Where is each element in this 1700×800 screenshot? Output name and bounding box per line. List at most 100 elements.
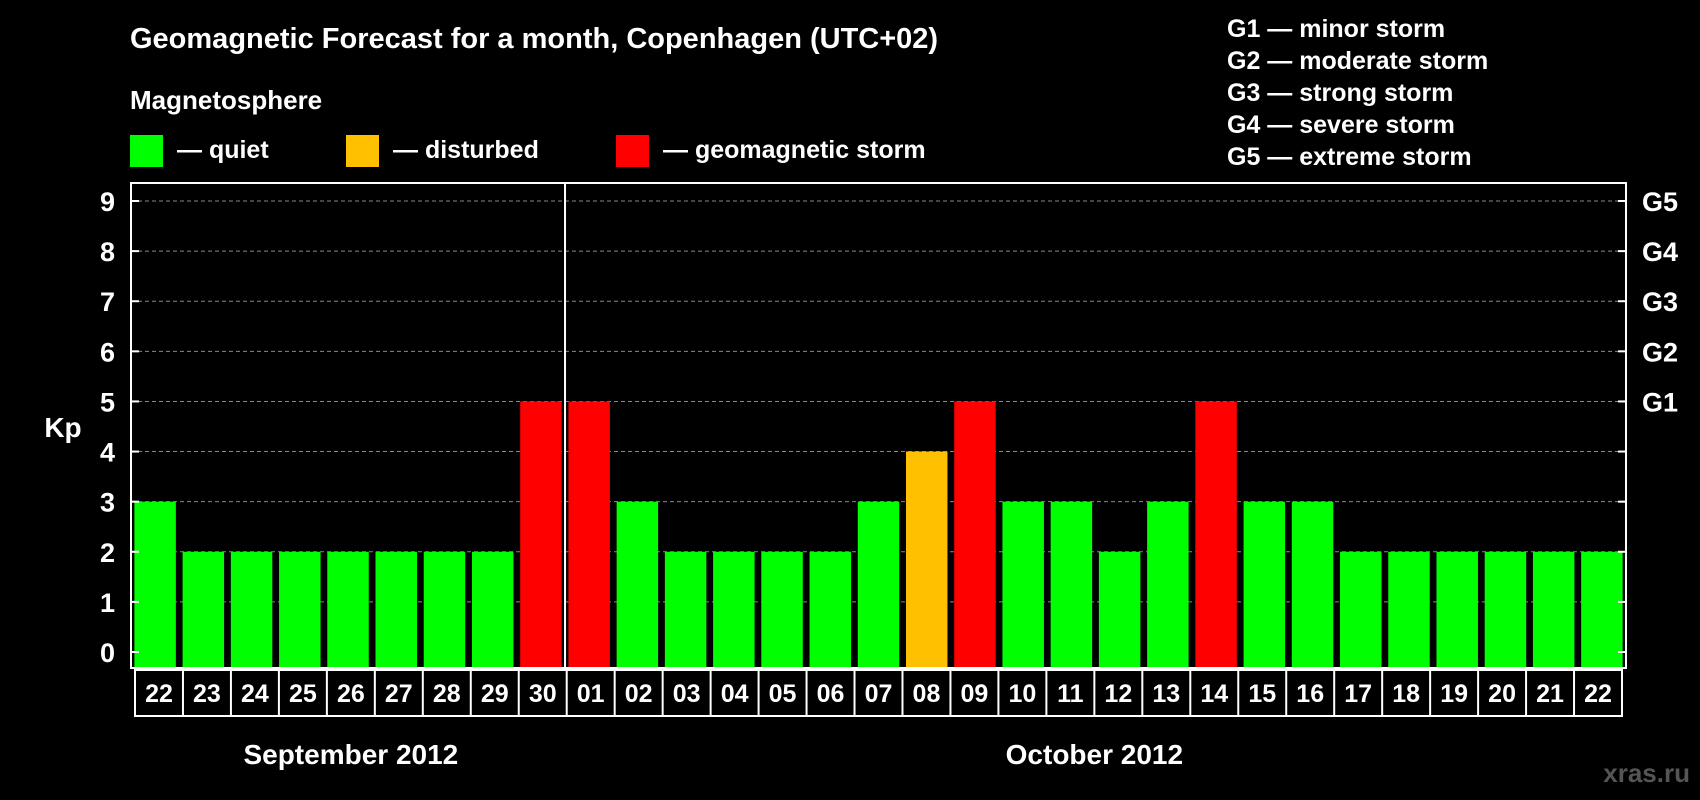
bar bbox=[1098, 551, 1141, 668]
legend-swatch-disturbed bbox=[346, 135, 379, 167]
day-label: 04 bbox=[721, 680, 749, 708]
y-tick-label: 8 bbox=[100, 237, 115, 267]
bar bbox=[471, 551, 514, 668]
bar bbox=[423, 551, 466, 668]
y-tick-label: 5 bbox=[100, 387, 115, 417]
bar bbox=[1195, 401, 1237, 668]
bar bbox=[1291, 501, 1334, 668]
y-tick-label: 7 bbox=[100, 287, 115, 317]
y-tick-label: 0 bbox=[100, 638, 115, 668]
bar bbox=[1002, 501, 1044, 668]
bar bbox=[616, 501, 659, 668]
y-tick-label: 1 bbox=[100, 588, 115, 618]
day-label: 17 bbox=[1344, 680, 1372, 708]
bar bbox=[327, 551, 369, 668]
bar bbox=[134, 501, 176, 668]
bar bbox=[230, 551, 273, 668]
watermark: xras.ru bbox=[1603, 758, 1690, 788]
day-label: 27 bbox=[385, 680, 413, 708]
y-tick-label: 4 bbox=[100, 438, 115, 468]
legend-label-disturbed: — disturbed bbox=[393, 136, 539, 164]
day-label: 09 bbox=[961, 680, 989, 708]
g-scale-label: G3 bbox=[1642, 287, 1678, 317]
bar bbox=[568, 401, 610, 668]
bar bbox=[1581, 551, 1623, 668]
day-label: 16 bbox=[1296, 680, 1324, 708]
bar bbox=[809, 551, 852, 668]
day-label: 26 bbox=[337, 680, 365, 708]
storm-scale-g1: G1 — minor storm bbox=[1227, 15, 1445, 43]
day-label: 15 bbox=[1248, 680, 1276, 708]
day-label: 12 bbox=[1104, 680, 1132, 708]
day-label: 01 bbox=[577, 680, 605, 708]
bar bbox=[182, 551, 225, 668]
day-label: 29 bbox=[481, 680, 509, 708]
y-tick-label: 6 bbox=[100, 337, 115, 367]
day-label: 28 bbox=[433, 680, 461, 708]
day-label: 08 bbox=[913, 680, 941, 708]
bar bbox=[520, 401, 562, 668]
bar bbox=[1340, 551, 1382, 668]
bar bbox=[857, 501, 900, 668]
bar bbox=[1050, 501, 1093, 668]
g-scale-label: G4 bbox=[1642, 237, 1678, 267]
day-label: 11 bbox=[1057, 680, 1084, 708]
bar bbox=[1532, 551, 1575, 668]
day-label: 02 bbox=[625, 680, 653, 708]
storm-scale: G1 — minor storm G2 — moderate storm G3 … bbox=[1227, 15, 1488, 171]
bar bbox=[713, 551, 755, 668]
day-label: 05 bbox=[769, 680, 797, 708]
day-label: 07 bbox=[865, 680, 893, 708]
day-label: 20 bbox=[1488, 680, 1516, 708]
storm-scale-g5: G5 — extreme storm bbox=[1227, 143, 1472, 171]
day-label: 18 bbox=[1392, 680, 1420, 708]
bar bbox=[1484, 551, 1527, 668]
day-label: 22 bbox=[145, 680, 173, 708]
y-tick-label: 3 bbox=[100, 488, 115, 518]
day-label: 13 bbox=[1152, 680, 1180, 708]
y-axis-label: Kp bbox=[44, 412, 81, 443]
y-tick-label: 9 bbox=[100, 187, 115, 217]
day-label: 03 bbox=[673, 680, 701, 708]
month-label: October 2012 bbox=[1006, 739, 1183, 770]
storm-scale-g2: G2 — moderate storm bbox=[1227, 47, 1488, 75]
plot-frame bbox=[130, 182, 1627, 669]
bar bbox=[1388, 551, 1430, 668]
legend-swatch-storm bbox=[616, 135, 649, 167]
day-label: 23 bbox=[193, 680, 221, 708]
legend-label-quiet: — quiet bbox=[177, 136, 269, 164]
month-label: September 2012 bbox=[243, 739, 458, 770]
bar bbox=[1147, 501, 1189, 668]
bar bbox=[1243, 501, 1286, 668]
day-label: 14 bbox=[1200, 680, 1228, 708]
day-label: 06 bbox=[817, 680, 845, 708]
legend-heading: Magnetosphere bbox=[130, 85, 322, 115]
day-label: 19 bbox=[1440, 680, 1468, 708]
chart-title: Geomagnetic Forecast for a month, Copenh… bbox=[130, 23, 938, 55]
bar bbox=[761, 551, 803, 668]
legend: — quiet — disturbed — geomagnetic storm bbox=[130, 135, 926, 167]
axes: 0 1 2 3 4 5 6 7 8 9 G1 G2 G3 G4 G5 bbox=[100, 182, 1678, 669]
y-tick-label: 2 bbox=[100, 538, 115, 568]
day-label: 10 bbox=[1008, 680, 1036, 708]
day-label: 21 bbox=[1536, 680, 1564, 708]
day-label: 24 bbox=[241, 680, 269, 708]
day-label: 25 bbox=[289, 680, 317, 708]
day-label: 22 bbox=[1584, 680, 1612, 708]
legend-swatch-quiet bbox=[130, 135, 163, 167]
day-axis-frame bbox=[134, 669, 1623, 717]
storm-scale-g3: G3 — strong storm bbox=[1227, 79, 1453, 107]
bar bbox=[905, 451, 948, 668]
day-axis: 22 23 24 25 26 27 28 29 30 01 02 03 04 05 06 07 08 09 10 11… bbox=[134, 669, 1623, 717]
bar bbox=[375, 551, 417, 668]
bar bbox=[279, 551, 321, 668]
bars bbox=[134, 401, 1623, 668]
bar bbox=[664, 551, 707, 668]
bar bbox=[1436, 551, 1478, 668]
g-scale-label: G1 bbox=[1642, 387, 1678, 417]
legend-label-storm: — geomagnetic storm bbox=[663, 136, 926, 164]
storm-scale-g4: G4 — severe storm bbox=[1227, 111, 1455, 139]
g-scale-label: G2 bbox=[1642, 337, 1678, 367]
month-labels: September 2012 October 2012 bbox=[243, 739, 1183, 770]
